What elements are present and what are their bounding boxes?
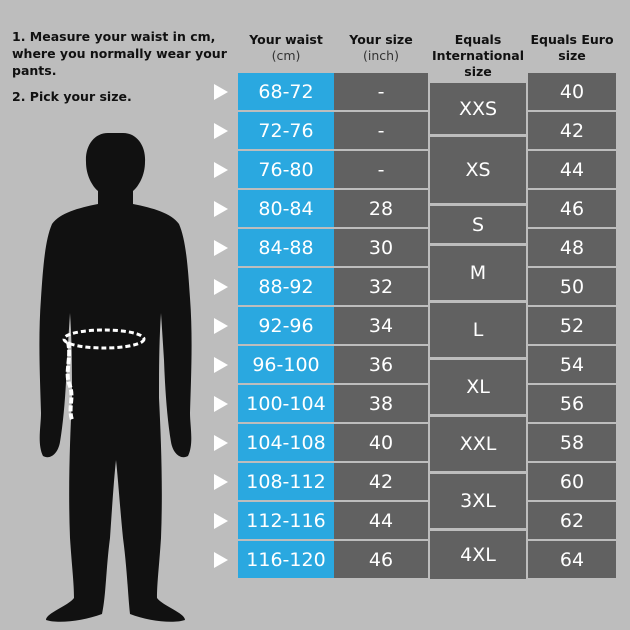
international-size-cell: 3XL — [430, 474, 526, 528]
size-inch-cell: 40 — [334, 424, 428, 461]
size-inch-cell: 46 — [334, 541, 428, 578]
size-inch-cell: 42 — [334, 463, 428, 500]
row-pointer-arrow-icon — [214, 200, 228, 217]
euro-size-cell: 42 — [528, 112, 616, 149]
size-inch-cell: 34 — [334, 307, 428, 344]
international-size-cell: M — [430, 246, 526, 300]
header-size-title: Your size — [349, 32, 413, 47]
euro-size-cell: 44 — [528, 151, 616, 188]
waist-cm-cell: 68-72 — [238, 73, 334, 110]
row-pointer-arrow-icon — [214, 83, 228, 100]
size-inch-cell: 36 — [334, 346, 428, 383]
waist-cm-cell: 116-120 — [238, 541, 334, 578]
euro-size-cell: 50 — [528, 268, 616, 305]
size-inch-cell: 30 — [334, 229, 428, 266]
size-inch-cell: - — [334, 112, 428, 149]
euro-size-cell: 54 — [528, 346, 616, 383]
international-size-cell: XXL — [430, 417, 526, 471]
size-inch-cell: 32 — [334, 268, 428, 305]
header-waist-title: Your waist — [249, 32, 323, 47]
international-size-cell: XS — [430, 137, 526, 203]
waist-cm-cell: 112-116 — [238, 502, 334, 539]
row-pointer-arrow-icon — [214, 161, 228, 178]
international-size-cell: XXS — [430, 83, 526, 134]
header-euro-title: Equals Euro size — [530, 32, 614, 63]
euro-size-cell: 56 — [528, 385, 616, 422]
waist-cm-cell: 76-80 — [238, 151, 334, 188]
euro-size-cell: 64 — [528, 541, 616, 578]
row-pointer-arrow-icon — [214, 122, 228, 139]
international-size-cell: L — [430, 303, 526, 357]
row-pointer-arrow-icon — [214, 395, 228, 412]
row-pointer-arrow-icon — [214, 356, 228, 373]
header-waist: Your waist (cm) — [238, 32, 334, 64]
header-international-title: Equals International size — [432, 32, 524, 79]
header-waist-unit: (cm) — [271, 48, 301, 63]
size-inch-cell: - — [334, 151, 428, 188]
euro-size-cell: 52 — [528, 307, 616, 344]
international-size-cell: XL — [430, 360, 526, 414]
row-pointer-arrow-icon — [214, 434, 228, 451]
instruction-step-2: 2. Pick your size. — [12, 89, 132, 104]
international-size-cell: S — [430, 206, 526, 243]
header-size: Your size (inch) — [334, 32, 428, 64]
waist-cm-cell: 92-96 — [238, 307, 334, 344]
euro-size-cell: 46 — [528, 190, 616, 227]
waist-cm-cell: 88-92 — [238, 268, 334, 305]
international-size-cell: 4XL — [430, 531, 526, 579]
instruction-step-1: 1. Measure your waist in cm, where you n… — [12, 29, 227, 78]
size-inch-cell: - — [334, 73, 428, 110]
header-euro: Equals Euro size — [528, 32, 616, 64]
waist-cm-cell: 80-84 — [238, 190, 334, 227]
waist-cm-cell: 104-108 — [238, 424, 334, 461]
row-pointer-arrow-icon — [214, 512, 228, 529]
euro-size-cell: 60 — [528, 463, 616, 500]
euro-size-cell: 58 — [528, 424, 616, 461]
waist-cm-cell: 100-104 — [238, 385, 334, 422]
size-inch-cell: 28 — [334, 190, 428, 227]
waist-cm-cell: 84-88 — [238, 229, 334, 266]
row-pointer-arrow-icon — [214, 278, 228, 295]
size-inch-cell: 44 — [334, 502, 428, 539]
row-pointer-arrow-icon — [214, 317, 228, 334]
header-size-unit: (inch) — [363, 48, 399, 63]
waist-cm-cell: 108-112 — [238, 463, 334, 500]
waist-cm-cell: 96-100 — [238, 346, 334, 383]
waist-measuring-tape — [62, 328, 146, 350]
row-pointer-arrow-icon — [214, 551, 228, 568]
waist-cm-cell: 72-76 — [238, 112, 334, 149]
instructions: 1. Measure your waist in cm, where you n… — [12, 28, 242, 105]
tape-hanging-end — [65, 341, 74, 421]
euro-size-cell: 40 — [528, 73, 616, 110]
euro-size-cell: 48 — [528, 229, 616, 266]
size-inch-cell: 38 — [334, 385, 428, 422]
header-international: Equals International size — [430, 32, 526, 80]
person-silhouette — [39, 133, 192, 622]
euro-size-cell: 62 — [528, 502, 616, 539]
row-pointer-arrow-icon — [214, 473, 228, 490]
row-pointer-arrow-icon — [214, 239, 228, 256]
